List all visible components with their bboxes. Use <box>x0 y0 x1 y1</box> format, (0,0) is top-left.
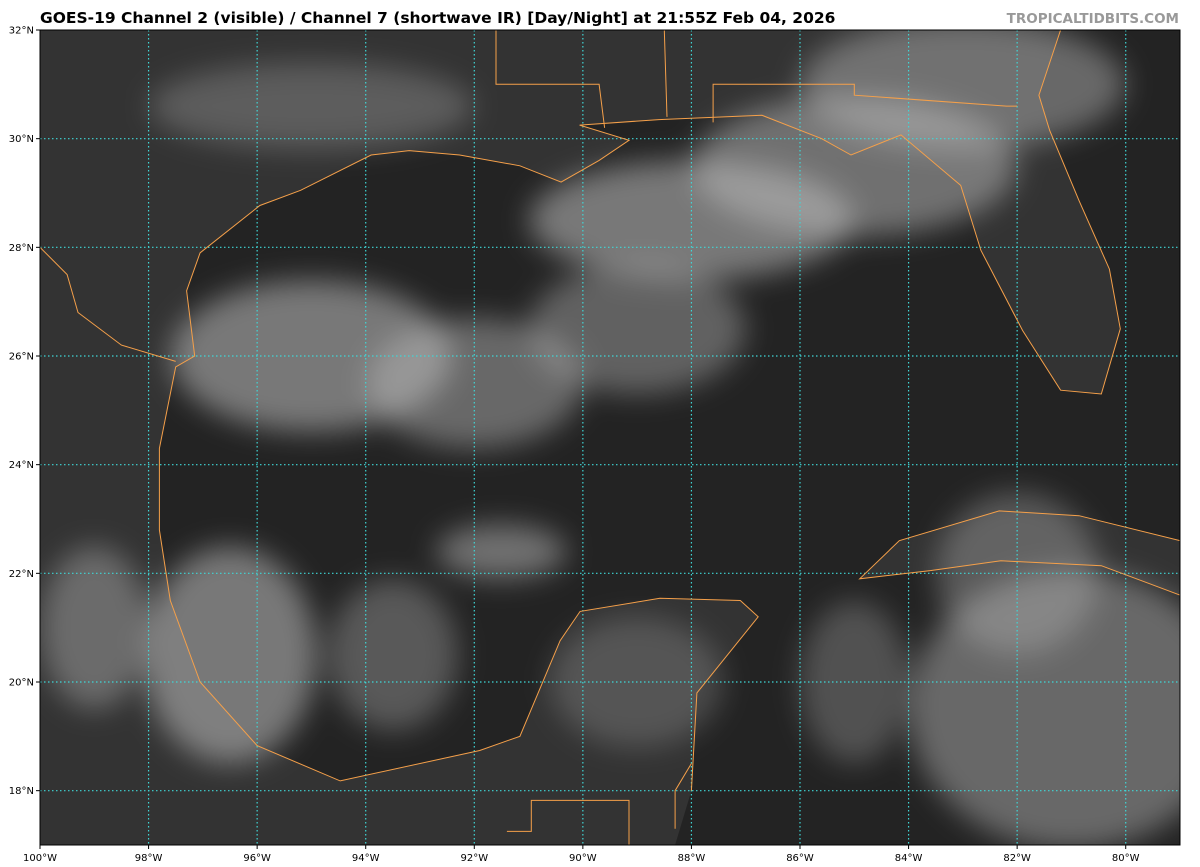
ms-al-border <box>663 30 668 117</box>
gulf-coastline <box>158 30 1121 791</box>
y-tick-label: 20°N <box>9 678 34 689</box>
x-tick-label: 88°W <box>678 853 706 864</box>
x-tick-label: 92°W <box>460 853 488 864</box>
cloud <box>436 524 567 579</box>
cloud <box>529 264 746 394</box>
cloud-layer <box>40 30 1180 845</box>
y-tick-label: 26°N <box>9 352 34 363</box>
belize-border <box>674 763 692 829</box>
map-frame <box>39 29 1181 846</box>
x-tick-label: 100°W <box>23 853 57 864</box>
x-tick-label: 84°W <box>895 853 923 864</box>
coastlines <box>40 30 1180 845</box>
cloud <box>143 546 317 763</box>
axis-ticks: 100°W 98°W 96°W 94°W 92°W 90°W 88°W 86°W 84°W 82°… <box>9 26 1140 865</box>
x-tick-label: 86°W <box>786 853 814 864</box>
la-ms-border <box>495 30 606 128</box>
y-tick-label: 18°N <box>9 786 34 797</box>
al-fl-ga-border <box>712 83 1018 123</box>
x-tick-label: 80°W <box>1112 853 1140 864</box>
x-tick-label: 96°W <box>243 853 271 864</box>
cloud <box>800 601 909 763</box>
x-tick-label: 94°W <box>352 853 380 864</box>
y-tick-label: 30°N <box>9 134 34 145</box>
x-tick-label: 98°W <box>135 853 163 864</box>
x-tick-label: 90°W <box>569 853 597 864</box>
us-mexico-border <box>40 246 176 362</box>
cloud <box>328 579 458 731</box>
x-tick-label: 82°W <box>1003 853 1031 864</box>
cuba-coastline <box>858 510 1180 596</box>
cloud <box>800 30 1125 150</box>
y-tick-label: 32°N <box>9 26 34 37</box>
y-tick-label: 22°N <box>9 569 34 580</box>
y-tick-label: 24°N <box>9 460 34 471</box>
cloud <box>40 546 149 709</box>
cloud <box>149 62 474 150</box>
mexico-guatemala-border <box>506 799 630 845</box>
watermark: TROPICALTIDBITS.COM <box>1006 11 1179 27</box>
y-tick-label: 28°N <box>9 243 34 254</box>
map-title: GOES-19 Channel 2 (visible) / Channel 7 … <box>40 9 836 27</box>
